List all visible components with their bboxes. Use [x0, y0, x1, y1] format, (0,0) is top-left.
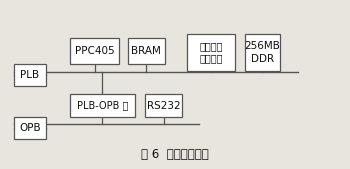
Text: PLB-OPB 桥: PLB-OPB 桥	[77, 101, 128, 111]
Text: 整数变换
量化软核: 整数变换 量化软核	[199, 41, 223, 64]
FancyBboxPatch shape	[14, 117, 46, 139]
FancyBboxPatch shape	[14, 64, 46, 86]
Text: RS232: RS232	[147, 101, 181, 111]
Text: 图 6  验证平台结构: 图 6 验证平台结构	[141, 148, 209, 161]
FancyBboxPatch shape	[187, 34, 234, 71]
Text: PLB: PLB	[20, 70, 39, 80]
FancyBboxPatch shape	[145, 94, 182, 117]
FancyBboxPatch shape	[245, 34, 280, 71]
FancyBboxPatch shape	[70, 38, 119, 64]
FancyBboxPatch shape	[70, 94, 135, 117]
FancyBboxPatch shape	[128, 38, 164, 64]
Text: OPB: OPB	[19, 123, 41, 134]
Text: PPC405: PPC405	[75, 46, 114, 56]
Text: BRAM: BRAM	[131, 46, 161, 56]
Text: 256MB
DDR: 256MB DDR	[245, 41, 280, 64]
